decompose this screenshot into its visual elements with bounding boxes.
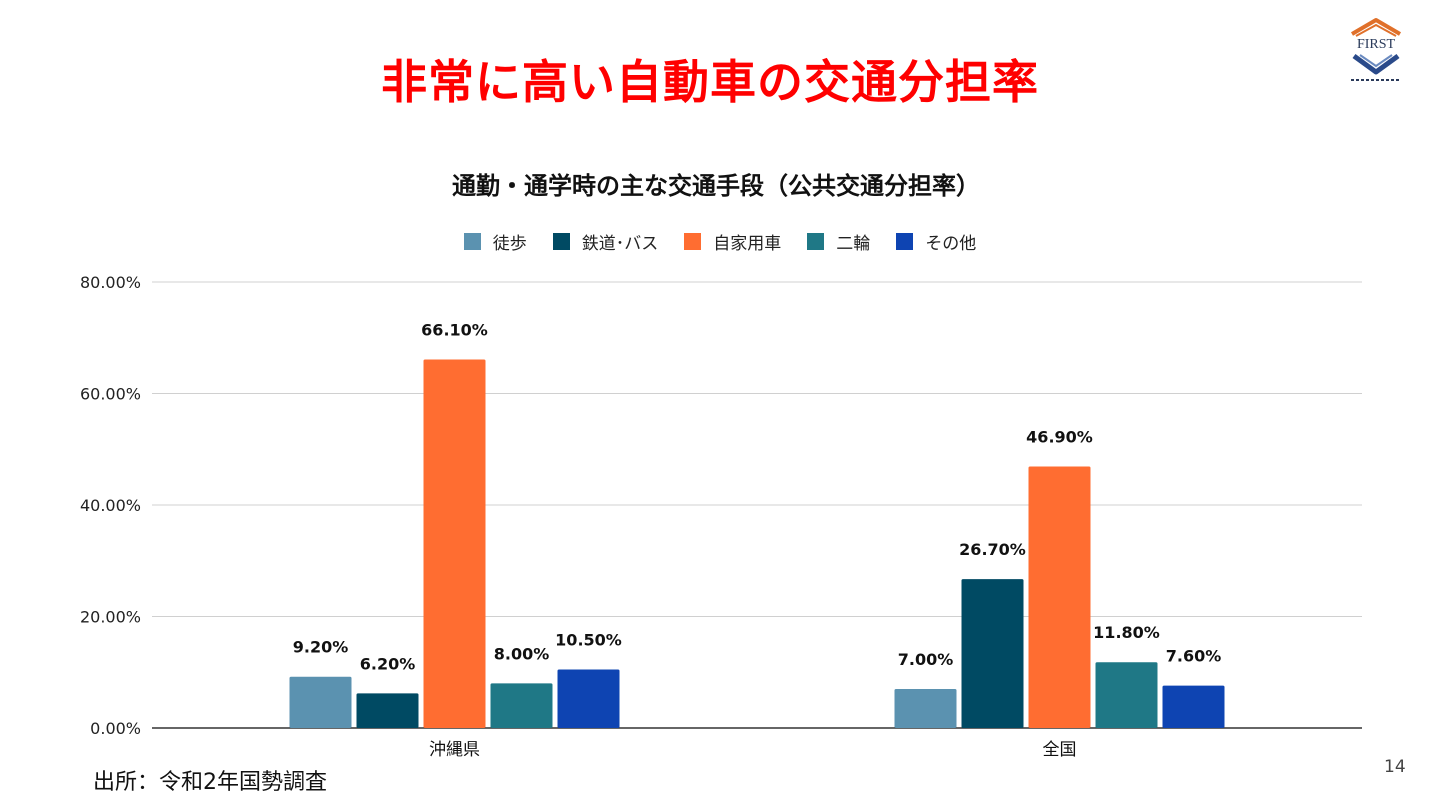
bar-0-3 xyxy=(490,683,553,728)
y-tick-label: 0.00% xyxy=(90,719,141,738)
y-tick-label: 60.00% xyxy=(80,385,141,404)
legend-swatch xyxy=(684,233,702,250)
data-label: 26.70% xyxy=(959,540,1026,559)
page-number: 14 xyxy=(1384,757,1406,777)
bar-1-1 xyxy=(961,579,1024,728)
bar-1-3 xyxy=(1095,662,1158,728)
bar-0-2 xyxy=(423,359,486,728)
legend-label: 鉄道･バス xyxy=(581,234,659,254)
bar-0-0 xyxy=(289,676,352,728)
data-label: 66.10% xyxy=(421,320,488,339)
slide-title: 非常に高い自動車の交通分担率 xyxy=(381,55,1039,109)
chart-legend: 徒歩 鉄道･バス 自家用車 二輪 その他 xyxy=(0,229,1440,254)
legend-swatch xyxy=(896,233,914,250)
legend-label: その他 xyxy=(925,234,977,254)
bar-0-4 xyxy=(557,669,620,728)
legend-item-other: その他 xyxy=(896,229,976,254)
chart-title: 通勤・通学時の主な交通手段（公共交通分担率） xyxy=(452,172,980,200)
y-tick-label: 40.00% xyxy=(80,496,141,515)
legend-item-rail-bus: 鉄道･バス xyxy=(552,229,659,254)
legend-label: 徒歩 xyxy=(492,234,527,254)
data-label: 6.20% xyxy=(360,654,416,673)
logo-text: FIRST xyxy=(1357,37,1396,52)
legend-label: 二輪 xyxy=(836,234,871,254)
data-label: 9.20% xyxy=(293,638,349,657)
company-logo: FIRST xyxy=(1350,18,1402,81)
legend-swatch xyxy=(552,233,570,250)
legend-label: 自家用車 xyxy=(713,234,782,254)
data-label: 8.00% xyxy=(494,644,550,663)
y-tick-label: 20.00% xyxy=(80,608,141,627)
legend-swatch xyxy=(463,233,481,250)
legend-swatch xyxy=(807,233,825,250)
bar-1-4 xyxy=(1162,685,1225,728)
source-note: 出所：令和2年国勢調査 xyxy=(93,770,327,795)
data-label: 46.90% xyxy=(1026,428,1093,447)
data-label: 11.80% xyxy=(1093,623,1160,642)
bar-1-2 xyxy=(1028,466,1091,728)
data-label: 7.60% xyxy=(1166,647,1222,666)
legend-item-two-wheel: 二輪 xyxy=(807,229,870,254)
bar-1-0 xyxy=(894,688,957,728)
data-label: 7.00% xyxy=(898,650,954,669)
data-label: 10.50% xyxy=(555,630,622,649)
bar-0-1 xyxy=(356,693,419,728)
x-tick-label: 沖縄県 xyxy=(429,740,480,760)
y-tick-label: 80.00% xyxy=(80,273,141,292)
legend-item-car: 自家用車 xyxy=(684,229,781,254)
legend-item-walk: 徒歩 xyxy=(463,229,527,254)
x-tick-label: 全国 xyxy=(1043,740,1077,760)
